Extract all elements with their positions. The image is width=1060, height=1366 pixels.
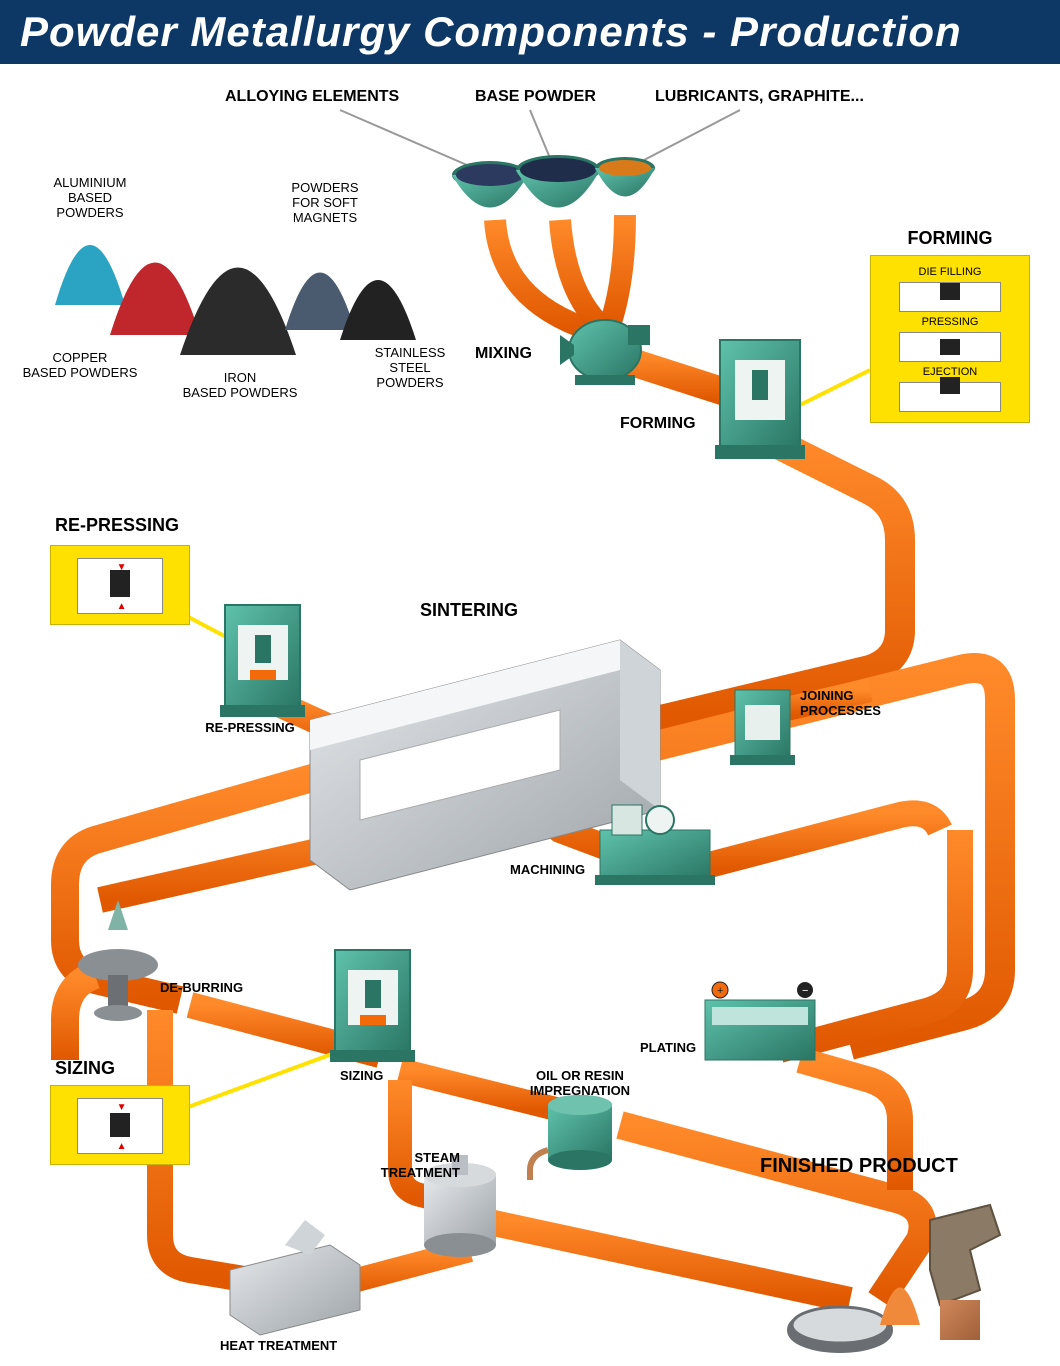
page-header: Powder Metallurgy Components - Productio… (0, 0, 1060, 64)
header-title: Powder Metallurgy Components - Productio… (20, 8, 962, 55)
finished-parts (0, 70, 1060, 1366)
diagram-canvas: ALLOYING ELEMENTS BASE POWDER LUBRICANTS… (0, 70, 1060, 1366)
